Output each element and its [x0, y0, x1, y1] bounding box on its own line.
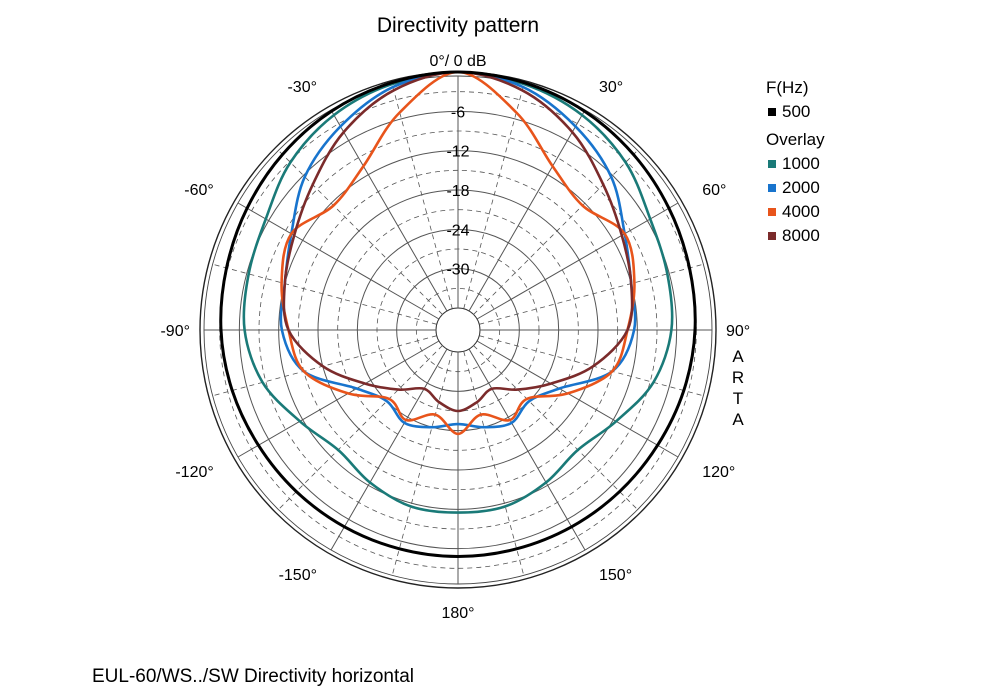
grid-spoke	[473, 345, 638, 510]
legend-item-4000: 4000	[766, 200, 825, 224]
grid-spoke	[212, 263, 437, 325]
angle-label: -60°	[184, 182, 214, 199]
grid-spoke	[278, 345, 443, 510]
angle-label: 90°	[726, 323, 750, 340]
legend-label: 2000	[782, 178, 820, 197]
legend: F(Hz) 500 Overlay 1000 2000 4000 8000	[766, 76, 825, 248]
inner-ring	[435, 307, 481, 353]
grid-spoke	[463, 351, 525, 576]
grid-spoke	[212, 335, 437, 397]
angle-label: 120°	[702, 464, 735, 481]
legend-item-1000: 1000	[766, 152, 825, 176]
series-line-8000	[282, 70, 634, 413]
legend-swatch	[768, 108, 776, 116]
legend-item-2000: 2000	[766, 176, 825, 200]
grid-spoke	[237, 340, 440, 458]
legend-label: 4000	[782, 202, 820, 221]
angle-label: -30°	[287, 79, 317, 96]
legend-swatch	[768, 208, 776, 216]
legend-swatch	[768, 160, 776, 168]
angle-label: 180°	[441, 605, 474, 622]
legend-overlay-heading: Overlay	[766, 130, 825, 149]
grid-spoke	[330, 348, 448, 551]
radial-tick-label: -12	[446, 144, 469, 161]
grid-spoke	[237, 202, 440, 320]
radial-tick-label: -30	[446, 262, 469, 279]
angle-label: -120°	[175, 464, 213, 481]
polar-grid	[199, 71, 717, 589]
angle-label: 0°/ 0 dB	[429, 53, 486, 70]
grid-spoke	[479, 263, 704, 325]
series-line-4000	[280, 70, 636, 436]
radial-tick-label: -24	[446, 222, 469, 239]
arta-letter: T	[732, 389, 744, 408]
angle-label: 30°	[599, 79, 623, 96]
chart-title: Directivity pattern	[376, 14, 540, 37]
grid-spoke	[330, 109, 448, 312]
grid-spoke	[391, 351, 453, 576]
grid-spoke	[473, 150, 638, 315]
grid-spoke	[391, 84, 453, 309]
angle-label: 150°	[599, 567, 632, 584]
arta-letter: A	[732, 347, 744, 366]
grid-spoke	[278, 150, 443, 315]
legend-item-8000: 8000	[766, 224, 825, 248]
legend-main-heading: F(Hz)	[766, 78, 809, 97]
angle-label: 60°	[702, 182, 726, 199]
legend-label: 1000	[782, 154, 820, 173]
series-group	[219, 70, 697, 558]
grid-spoke	[463, 84, 525, 309]
legend-swatch	[768, 184, 776, 192]
arta-letter: R	[731, 368, 745, 387]
radial-tick-label: -18	[446, 183, 469, 200]
legend-label: 8000	[782, 226, 820, 245]
label-group: -6 -12 -18 -24 -30 0°/ 0 dB 30° 60° 90° 120° 150° 1…	[160, 53, 750, 622]
angle-label: -150°	[279, 567, 317, 584]
radial-tick-label: -6	[451, 104, 465, 121]
legend-item-500: 500	[766, 100, 825, 124]
grid-spoke	[468, 348, 586, 551]
legend-label: 500	[782, 102, 811, 121]
series-line-1000	[242, 70, 674, 514]
angle-label: -90°	[160, 323, 190, 340]
grid-spoke	[468, 109, 586, 312]
grid-spoke	[476, 202, 679, 320]
grid-spoke	[479, 335, 704, 397]
legend-swatch	[768, 232, 776, 240]
grid-spoke	[476, 340, 679, 458]
arta-letter: A	[732, 410, 744, 429]
series-line-500	[219, 70, 697, 558]
chart-caption: EUL-60/WS../SW Directivity horizontal	[92, 666, 415, 687]
